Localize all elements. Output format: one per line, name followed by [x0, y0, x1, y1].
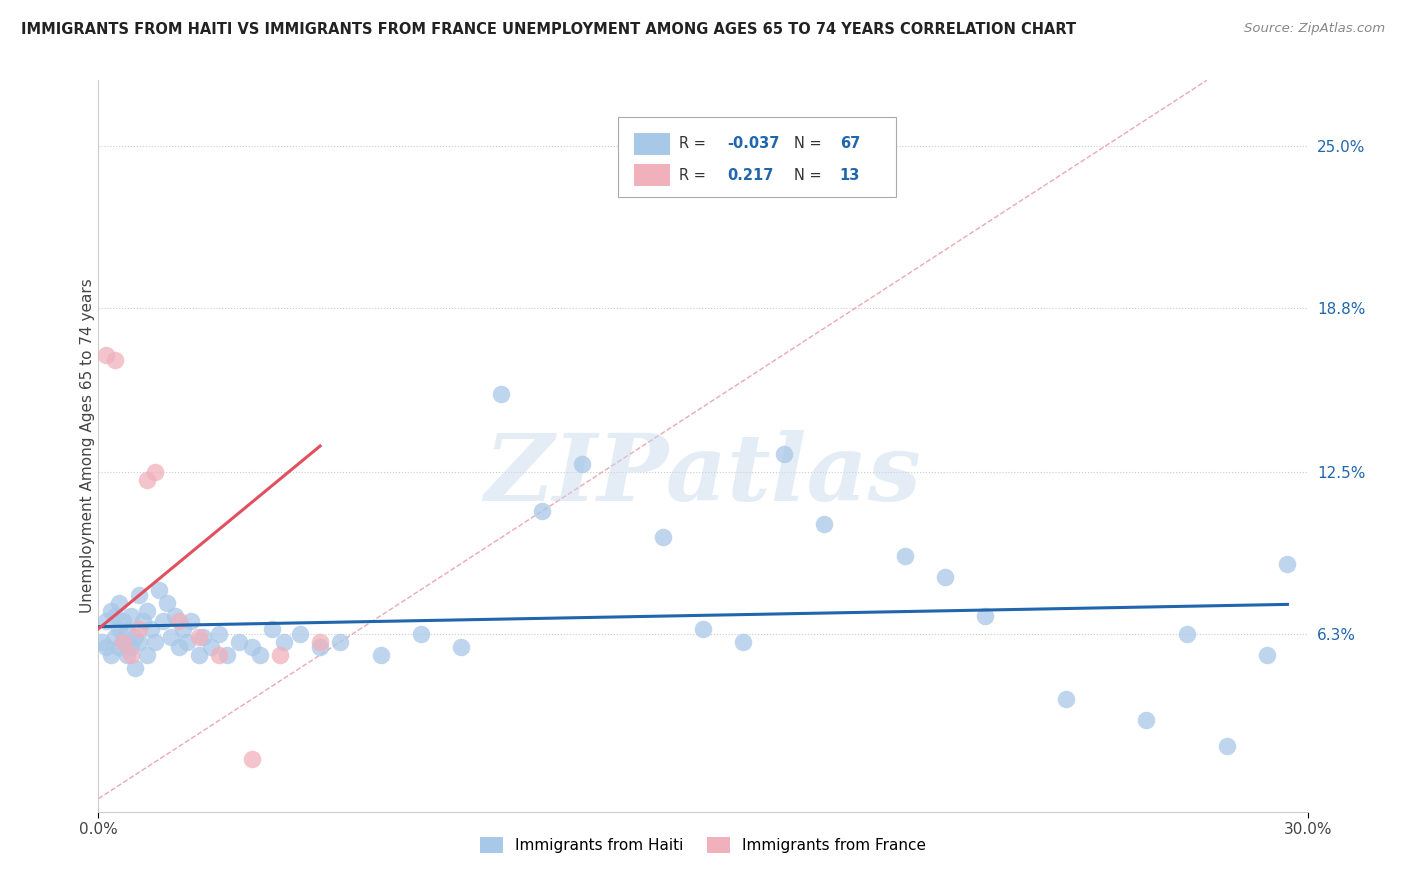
Bar: [634, 164, 671, 186]
Point: [733, 635, 755, 649]
Point: [103, 608, 125, 623]
Point: [188, 648, 211, 662]
Point: [111, 635, 134, 649]
Text: Source: ZipAtlas.com: Source: ZipAtlas.com: [1244, 22, 1385, 36]
Point: [111, 635, 134, 649]
Point: [163, 608, 186, 623]
Point: [156, 596, 179, 610]
Point: [148, 582, 170, 597]
Point: [208, 648, 231, 662]
Point: [1054, 692, 1077, 706]
Point: [143, 465, 166, 479]
Point: [143, 635, 166, 649]
Point: [193, 630, 215, 644]
Point: [115, 624, 138, 639]
Point: [107, 596, 129, 610]
Point: [692, 622, 714, 636]
Point: [1135, 714, 1157, 728]
FancyBboxPatch shape: [619, 117, 897, 197]
Point: [249, 648, 271, 662]
Point: [934, 569, 956, 583]
Point: [450, 640, 472, 655]
Point: [329, 635, 352, 649]
Point: [103, 630, 125, 644]
Point: [240, 752, 263, 766]
Point: [208, 627, 231, 641]
Point: [160, 630, 183, 644]
Point: [172, 622, 194, 636]
Point: [128, 635, 150, 649]
Point: [188, 630, 211, 644]
Point: [1256, 648, 1278, 662]
Text: 13: 13: [839, 168, 860, 183]
Point: [120, 640, 142, 655]
Point: [132, 614, 155, 628]
Point: [974, 608, 997, 623]
Point: [139, 622, 162, 636]
Text: IMMIGRANTS FROM HAITI VS IMMIGRANTS FROM FRANCE UNEMPLOYMENT AMONG AGES 65 TO 74: IMMIGRANTS FROM HAITI VS IMMIGRANTS FROM…: [21, 22, 1076, 37]
Point: [409, 627, 432, 641]
Point: [135, 604, 157, 618]
Point: [96, 347, 118, 362]
Point: [100, 604, 122, 618]
Legend: Immigrants from Haiti, Immigrants from France: Immigrants from Haiti, Immigrants from F…: [474, 830, 932, 859]
Text: N =: N =: [793, 168, 825, 183]
Point: [103, 352, 125, 367]
Point: [217, 648, 239, 662]
Point: [167, 640, 190, 655]
Bar: [634, 133, 671, 155]
Point: [135, 473, 157, 487]
Point: [269, 648, 291, 662]
Point: [530, 504, 553, 518]
Point: [309, 640, 332, 655]
Point: [288, 627, 311, 641]
Point: [128, 588, 150, 602]
Point: [1277, 557, 1299, 571]
Point: [107, 622, 129, 636]
Point: [96, 640, 118, 655]
Point: [107, 640, 129, 655]
Point: [111, 614, 134, 628]
Y-axis label: Unemployment Among Ages 65 to 74 years: Unemployment Among Ages 65 to 74 years: [80, 278, 94, 614]
Point: [260, 622, 283, 636]
Point: [571, 458, 593, 472]
Text: -0.037: -0.037: [727, 136, 779, 152]
Point: [152, 614, 174, 628]
Point: [309, 635, 332, 649]
Text: ZIPatlas: ZIPatlas: [485, 430, 921, 520]
Text: R =: R =: [679, 168, 710, 183]
Point: [200, 640, 222, 655]
Point: [176, 635, 198, 649]
Point: [96, 614, 118, 628]
Point: [893, 549, 915, 563]
Point: [240, 640, 263, 655]
Text: 0.217: 0.217: [727, 168, 773, 183]
Point: [120, 648, 142, 662]
Point: [273, 635, 295, 649]
Point: [1175, 627, 1198, 641]
Point: [772, 447, 794, 461]
Text: N =: N =: [793, 136, 825, 152]
Point: [124, 661, 146, 675]
Point: [651, 530, 673, 544]
Point: [167, 614, 190, 628]
Text: 67: 67: [839, 136, 860, 152]
Point: [1216, 739, 1239, 754]
Point: [228, 635, 250, 649]
Point: [124, 630, 146, 644]
Point: [100, 648, 122, 662]
Point: [813, 517, 835, 532]
Point: [135, 648, 157, 662]
Point: [370, 648, 392, 662]
Point: [180, 614, 202, 628]
Text: R =: R =: [679, 136, 710, 152]
Point: [115, 648, 138, 662]
Point: [120, 608, 142, 623]
Point: [128, 622, 150, 636]
Point: [491, 386, 513, 401]
Point: [91, 635, 114, 649]
